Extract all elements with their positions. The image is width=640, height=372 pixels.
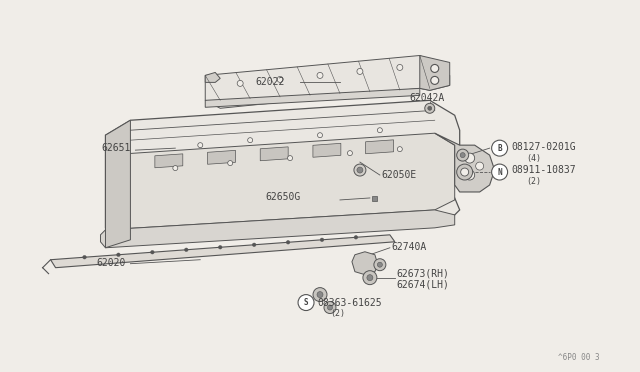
Circle shape <box>476 162 484 170</box>
Circle shape <box>248 138 253 143</box>
FancyBboxPatch shape <box>372 196 377 201</box>
Circle shape <box>354 235 358 239</box>
Polygon shape <box>365 140 394 154</box>
Text: 62673(RH): 62673(RH) <box>397 269 450 279</box>
Circle shape <box>431 76 439 84</box>
Circle shape <box>298 295 314 311</box>
Circle shape <box>431 64 439 73</box>
Text: (4): (4) <box>527 154 541 163</box>
Circle shape <box>492 140 508 156</box>
Text: 62740A: 62740A <box>392 242 427 252</box>
Polygon shape <box>207 150 236 164</box>
Circle shape <box>378 128 382 133</box>
Polygon shape <box>205 89 420 107</box>
Text: 08127-0201G: 08127-0201G <box>511 142 576 152</box>
Text: 62022: 62022 <box>256 77 285 87</box>
Polygon shape <box>260 147 288 161</box>
Circle shape <box>348 151 353 155</box>
Circle shape <box>320 238 324 241</box>
Text: 08363-61625: 08363-61625 <box>317 298 381 308</box>
Circle shape <box>367 275 373 280</box>
Polygon shape <box>352 252 378 275</box>
Circle shape <box>237 80 243 86</box>
Circle shape <box>286 240 290 244</box>
Circle shape <box>83 256 86 259</box>
Circle shape <box>465 153 475 163</box>
Polygon shape <box>155 154 183 168</box>
Circle shape <box>492 164 508 180</box>
Circle shape <box>317 73 323 78</box>
Text: 62050E: 62050E <box>382 170 417 180</box>
Circle shape <box>374 259 386 271</box>
Circle shape <box>465 170 475 180</box>
Text: B: B <box>497 144 502 153</box>
Circle shape <box>457 149 468 161</box>
Polygon shape <box>51 235 395 268</box>
Circle shape <box>457 164 473 180</box>
Circle shape <box>425 103 435 113</box>
Text: 62020: 62020 <box>96 258 125 268</box>
Text: 62651: 62651 <box>101 143 131 153</box>
Circle shape <box>198 143 203 148</box>
Circle shape <box>173 166 178 170</box>
Circle shape <box>184 248 188 251</box>
Circle shape <box>363 271 377 285</box>
Text: S: S <box>304 298 308 307</box>
Text: (2): (2) <box>527 177 541 186</box>
Circle shape <box>328 305 332 310</box>
Polygon shape <box>205 55 450 108</box>
Circle shape <box>428 106 432 110</box>
Circle shape <box>324 302 336 314</box>
Circle shape <box>357 68 363 74</box>
Text: ^6P0 00 3: ^6P0 00 3 <box>558 353 600 362</box>
Circle shape <box>397 64 403 70</box>
Circle shape <box>252 243 256 247</box>
Circle shape <box>150 250 154 254</box>
Text: 62650G: 62650G <box>265 192 300 202</box>
Circle shape <box>357 167 363 173</box>
Polygon shape <box>313 143 341 157</box>
Circle shape <box>461 168 468 176</box>
Polygon shape <box>106 133 454 230</box>
Circle shape <box>313 288 327 302</box>
Circle shape <box>228 161 233 166</box>
Circle shape <box>287 155 292 161</box>
Circle shape <box>397 147 403 152</box>
Polygon shape <box>205 73 220 82</box>
Polygon shape <box>435 133 495 192</box>
Circle shape <box>460 153 465 158</box>
Polygon shape <box>106 100 460 240</box>
Circle shape <box>378 262 382 267</box>
Circle shape <box>317 292 323 298</box>
Text: N: N <box>497 167 502 177</box>
Circle shape <box>317 133 323 138</box>
Polygon shape <box>100 210 454 248</box>
Polygon shape <box>420 55 450 90</box>
Text: 62674(LH): 62674(LH) <box>397 280 450 290</box>
Circle shape <box>354 164 366 176</box>
Circle shape <box>116 253 120 257</box>
Text: (2): (2) <box>330 309 345 318</box>
Circle shape <box>277 76 283 82</box>
Circle shape <box>218 246 222 249</box>
Polygon shape <box>106 120 131 248</box>
Text: 62042A: 62042A <box>410 93 445 103</box>
Text: 08911-10837: 08911-10837 <box>511 165 576 175</box>
